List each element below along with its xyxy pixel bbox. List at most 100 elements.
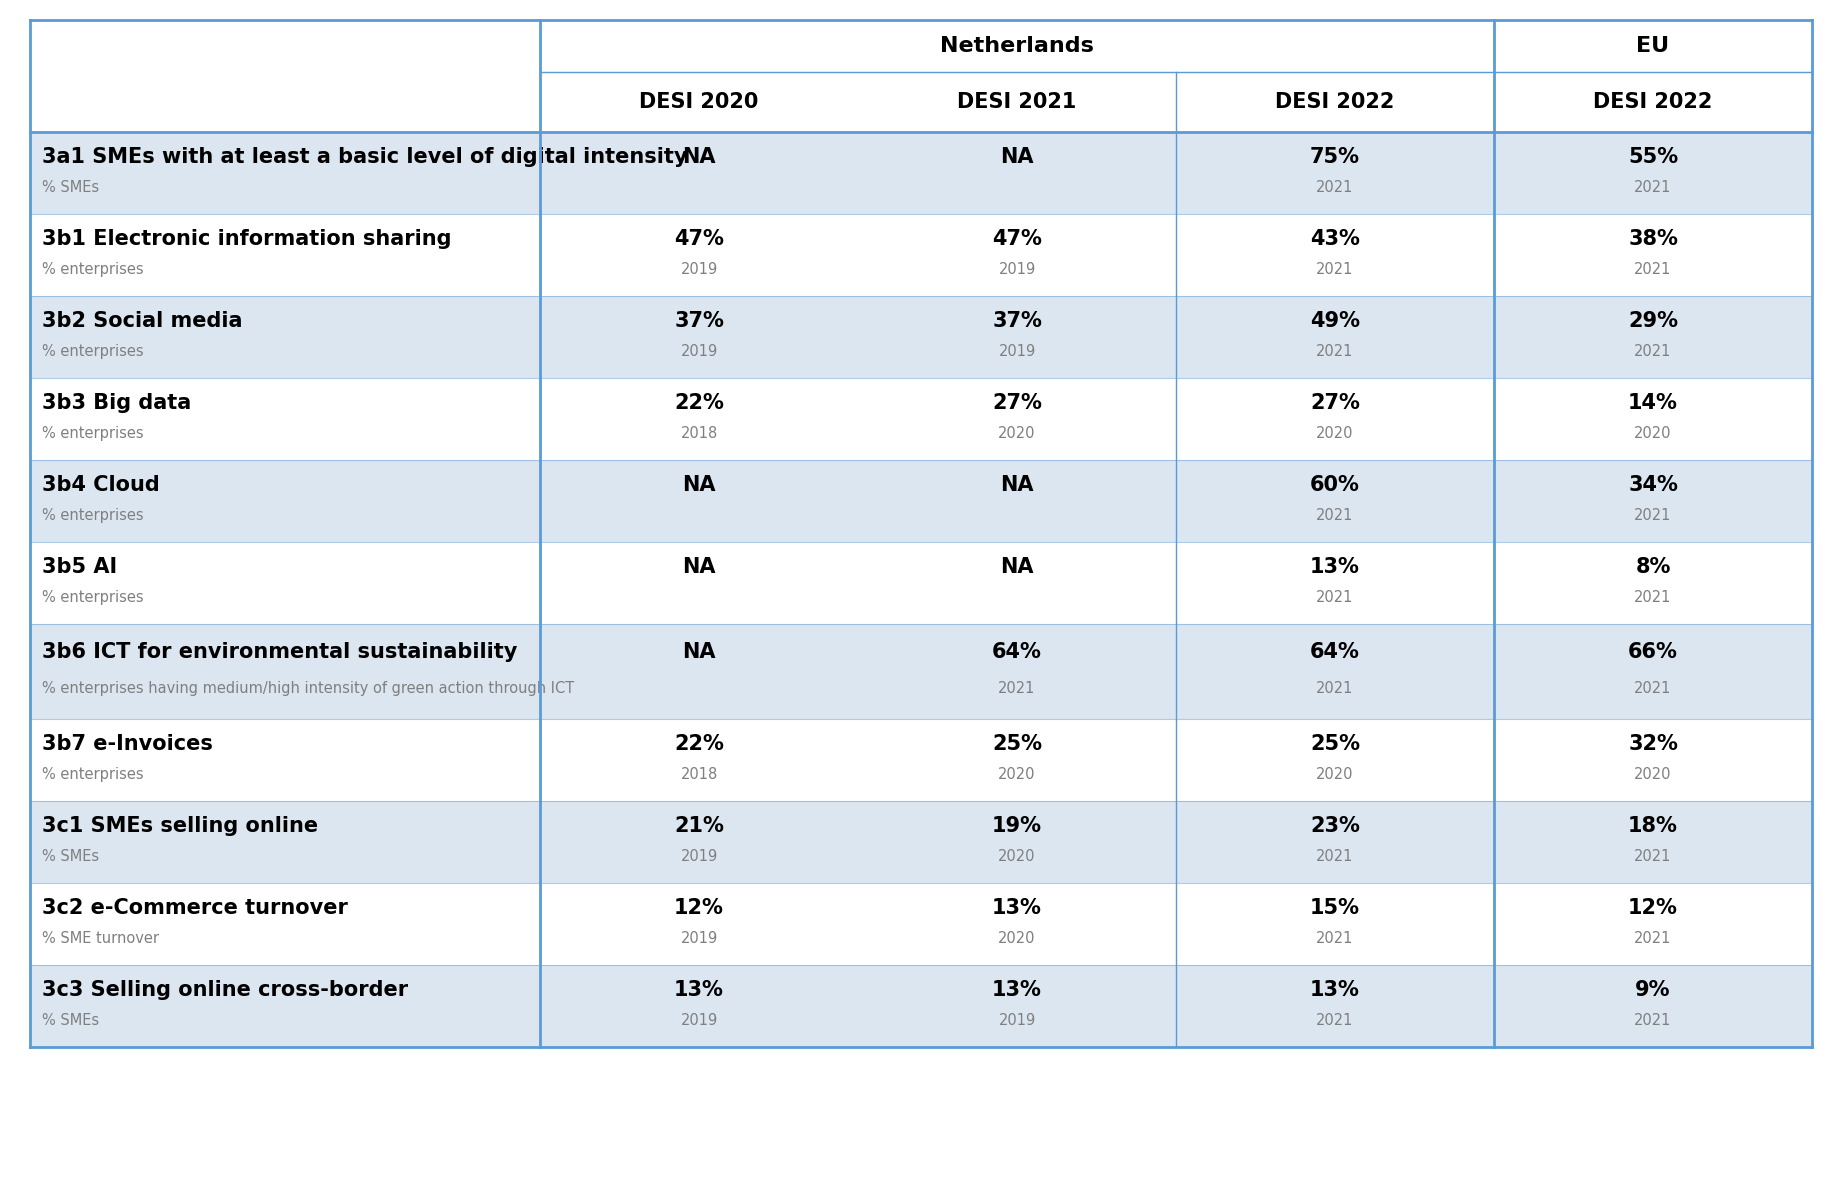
Text: 3b4 Cloud: 3b4 Cloud — [42, 474, 160, 495]
Text: 3c3 Selling online cross-border: 3c3 Selling online cross-border — [42, 980, 409, 1000]
Text: 2019: 2019 — [680, 931, 718, 946]
Text: NA: NA — [682, 642, 717, 663]
Text: 18%: 18% — [1628, 815, 1678, 836]
Bar — [29, 132, 1813, 215]
Text: 2019: 2019 — [680, 1013, 718, 1029]
Text: % enterprises: % enterprises — [42, 344, 144, 359]
Text: 2021: 2021 — [1317, 508, 1354, 523]
Text: 37%: 37% — [674, 311, 724, 330]
Text: 2021: 2021 — [1317, 180, 1354, 195]
Text: 2021: 2021 — [1634, 590, 1673, 606]
Text: 2020: 2020 — [1634, 427, 1673, 441]
Text: 9%: 9% — [1636, 980, 1671, 1000]
Text: 2021: 2021 — [1634, 508, 1673, 523]
Text: 2021: 2021 — [1317, 344, 1354, 359]
Text: 2018: 2018 — [680, 427, 718, 441]
Text: 13%: 13% — [993, 898, 1043, 918]
Bar — [29, 460, 1813, 542]
Text: 3b5 AI: 3b5 AI — [42, 557, 118, 577]
Text: % enterprises: % enterprises — [42, 427, 144, 441]
Text: % enterprises having medium/high intensity of green action through ICT: % enterprises having medium/high intensi… — [42, 681, 575, 696]
Text: 14%: 14% — [1628, 392, 1678, 412]
Text: % enterprises: % enterprises — [42, 768, 144, 782]
Text: 2019: 2019 — [998, 262, 1035, 278]
Text: 2019: 2019 — [680, 849, 718, 864]
Text: 32%: 32% — [1628, 733, 1678, 753]
Text: % SMEs: % SMEs — [42, 180, 99, 195]
Text: 22%: 22% — [674, 733, 724, 753]
Text: 2020: 2020 — [998, 849, 1035, 864]
Text: 2021: 2021 — [1634, 931, 1673, 946]
Text: 2021: 2021 — [1317, 931, 1354, 946]
Text: 47%: 47% — [674, 229, 724, 249]
Bar — [29, 883, 1813, 966]
Text: 2021: 2021 — [1634, 180, 1673, 195]
Text: NA: NA — [1000, 147, 1033, 167]
Text: 2020: 2020 — [1634, 768, 1673, 782]
Text: 2021: 2021 — [1317, 849, 1354, 864]
Text: 2021: 2021 — [1634, 681, 1673, 696]
Bar — [29, 719, 1813, 801]
Text: 2021: 2021 — [1634, 1013, 1673, 1029]
Text: 25%: 25% — [1310, 733, 1359, 753]
Text: 2021: 2021 — [1634, 344, 1673, 359]
Bar — [29, 623, 1813, 719]
Text: 64%: 64% — [1310, 642, 1359, 663]
Text: 2021: 2021 — [1317, 262, 1354, 278]
Text: 25%: 25% — [993, 733, 1043, 753]
Text: 34%: 34% — [1628, 474, 1678, 495]
Text: 64%: 64% — [993, 642, 1043, 663]
Text: % SMEs: % SMEs — [42, 849, 99, 864]
Text: 66%: 66% — [1628, 642, 1678, 663]
Text: 22%: 22% — [674, 392, 724, 412]
Text: 2020: 2020 — [1317, 427, 1354, 441]
Text: DESI 2022: DESI 2022 — [1593, 92, 1713, 112]
Text: 2021: 2021 — [1317, 1013, 1354, 1029]
Text: 2021: 2021 — [1317, 681, 1354, 696]
Text: DESI 2021: DESI 2021 — [958, 92, 1078, 112]
Text: 13%: 13% — [1310, 980, 1359, 1000]
Text: 47%: 47% — [993, 229, 1043, 249]
Text: 27%: 27% — [1310, 392, 1359, 412]
Text: NA: NA — [682, 474, 717, 495]
Text: Netherlands: Netherlands — [939, 36, 1094, 56]
Text: NA: NA — [682, 557, 717, 577]
Text: 3b3 Big data: 3b3 Big data — [42, 392, 192, 412]
Text: 21%: 21% — [674, 815, 724, 836]
Text: 2021: 2021 — [998, 681, 1035, 696]
Text: 2019: 2019 — [680, 344, 718, 359]
Text: 12%: 12% — [674, 898, 724, 918]
Text: 37%: 37% — [993, 311, 1043, 330]
Text: 3b7 e-Invoices: 3b7 e-Invoices — [42, 733, 214, 753]
Text: 15%: 15% — [1310, 898, 1359, 918]
Text: 2020: 2020 — [998, 427, 1035, 441]
Text: 13%: 13% — [993, 980, 1043, 1000]
Bar — [29, 215, 1813, 296]
Text: DESI 2020: DESI 2020 — [639, 92, 759, 112]
Text: 3b1 Electronic information sharing: 3b1 Electronic information sharing — [42, 229, 451, 249]
Text: 19%: 19% — [993, 815, 1043, 836]
Bar — [29, 966, 1813, 1047]
Text: 38%: 38% — [1628, 229, 1678, 249]
Text: EU: EU — [1636, 36, 1669, 56]
Text: 8%: 8% — [1636, 557, 1671, 577]
Text: 29%: 29% — [1628, 311, 1678, 330]
Text: % enterprises: % enterprises — [42, 508, 144, 523]
Text: 3b2 Social media: 3b2 Social media — [42, 311, 243, 330]
Text: 2018: 2018 — [680, 768, 718, 782]
Text: 75%: 75% — [1310, 147, 1359, 167]
Text: 2019: 2019 — [998, 1013, 1035, 1029]
Text: 2020: 2020 — [1317, 768, 1354, 782]
Text: NA: NA — [1000, 557, 1033, 577]
Text: % SMEs: % SMEs — [42, 1013, 99, 1029]
Bar — [29, 542, 1813, 623]
Text: 49%: 49% — [1310, 311, 1359, 330]
Bar — [29, 801, 1813, 883]
Text: 27%: 27% — [993, 392, 1043, 412]
Bar — [29, 378, 1813, 460]
Bar — [29, 296, 1813, 378]
Text: 2019: 2019 — [998, 344, 1035, 359]
Text: 3c1 SMEs selling online: 3c1 SMEs selling online — [42, 815, 319, 836]
Text: 3c2 e-Commerce turnover: 3c2 e-Commerce turnover — [42, 898, 348, 918]
Text: % enterprises: % enterprises — [42, 590, 144, 606]
